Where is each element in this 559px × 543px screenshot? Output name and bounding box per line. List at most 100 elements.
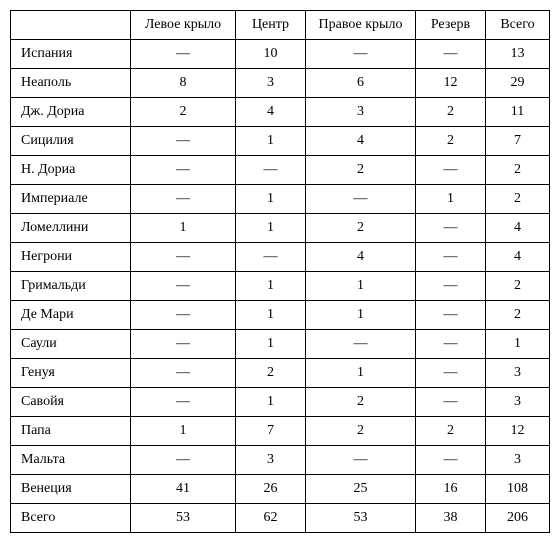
cell-value: 41 (131, 475, 236, 504)
cell-value: 1 (131, 214, 236, 243)
cell-value: — (416, 359, 486, 388)
cell-value: 53 (131, 504, 236, 533)
cell-value: 7 (486, 127, 550, 156)
cell-value: 2 (486, 301, 550, 330)
cell-value: 8 (131, 69, 236, 98)
table-row: Неаполь8361229 (11, 69, 550, 98)
cell-value: — (306, 185, 416, 214)
cell-value: 1 (131, 417, 236, 446)
cell-value: 1 (236, 388, 306, 417)
row-label: Н. Дориа (11, 156, 131, 185)
cell-value: — (131, 272, 236, 301)
cell-value: 6 (306, 69, 416, 98)
row-label: Неаполь (11, 69, 131, 98)
cell-value: 1 (416, 185, 486, 214)
cell-value: 12 (486, 417, 550, 446)
cell-value: — (131, 127, 236, 156)
cell-value: 7 (236, 417, 306, 446)
row-label: Дж. Дориа (11, 98, 131, 127)
cell-value: 2 (486, 156, 550, 185)
cell-value: — (416, 388, 486, 417)
col-header-total: Всего (486, 11, 550, 40)
table-row: Негрони——4—4 (11, 243, 550, 272)
cell-value: — (131, 359, 236, 388)
row-label: Гримальди (11, 272, 131, 301)
cell-value: 11 (486, 98, 550, 127)
cell-value: 38 (416, 504, 486, 533)
cell-value: — (131, 156, 236, 185)
table-row: Н. Дориа——2—2 (11, 156, 550, 185)
cell-value: — (236, 156, 306, 185)
cell-value: 1 (236, 301, 306, 330)
col-header-right-wing: Правое крыло (306, 11, 416, 40)
cell-value: 53 (306, 504, 416, 533)
table-body: Испания—10——13Неаполь8361229Дж. Дориа243… (11, 40, 550, 533)
cell-value: 3 (486, 446, 550, 475)
cell-value: 2 (416, 127, 486, 156)
cell-value: 1 (236, 127, 306, 156)
data-table: Левое крыло Центр Правое крыло Резерв Вс… (10, 10, 550, 533)
cell-value: — (416, 446, 486, 475)
row-label: Ломеллини (11, 214, 131, 243)
table-row: Империале—1—12 (11, 185, 550, 214)
cell-value: 1 (236, 214, 306, 243)
row-label: Де Мари (11, 301, 131, 330)
table-row: Ломеллини112—4 (11, 214, 550, 243)
table-row: Мальта—3——3 (11, 446, 550, 475)
cell-value: — (416, 156, 486, 185)
row-label: Негрони (11, 243, 131, 272)
table-row: Де Мари—11—2 (11, 301, 550, 330)
table-row: Венеция41262516108 (11, 475, 550, 504)
cell-value: 16 (416, 475, 486, 504)
cell-value: 2 (306, 388, 416, 417)
table-row: Испания—10——13 (11, 40, 550, 69)
cell-value: — (131, 185, 236, 214)
cell-value: 26 (236, 475, 306, 504)
cell-value: — (131, 330, 236, 359)
table-row: Савойя—12—3 (11, 388, 550, 417)
cell-value: 1 (306, 272, 416, 301)
cell-value: 4 (306, 243, 416, 272)
cell-value: — (416, 214, 486, 243)
cell-value: 1 (236, 272, 306, 301)
cell-value: 2 (486, 272, 550, 301)
row-label: Сицилия (11, 127, 131, 156)
cell-value: 13 (486, 40, 550, 69)
col-header-reserve: Резерв (416, 11, 486, 40)
table-row: Гримальди—11—2 (11, 272, 550, 301)
cell-value: — (306, 330, 416, 359)
table-row: Папа172212 (11, 417, 550, 446)
col-header-blank (11, 11, 131, 40)
cell-value: 2 (416, 98, 486, 127)
table-row: Дж. Дориа243211 (11, 98, 550, 127)
table-row: Всего53625338206 (11, 504, 550, 533)
cell-value: 1 (306, 359, 416, 388)
row-label: Испания (11, 40, 131, 69)
cell-value: — (131, 40, 236, 69)
row-label: Всего (11, 504, 131, 533)
cell-value: 2 (306, 156, 416, 185)
row-label: Папа (11, 417, 131, 446)
cell-value: 1 (306, 301, 416, 330)
table-row: Сицилия—1427 (11, 127, 550, 156)
cell-value: 29 (486, 69, 550, 98)
row-label: Саули (11, 330, 131, 359)
cell-value: — (416, 40, 486, 69)
cell-value: 25 (306, 475, 416, 504)
cell-value: 2 (306, 417, 416, 446)
cell-value: 2 (131, 98, 236, 127)
cell-value: 4 (236, 98, 306, 127)
cell-value: — (306, 446, 416, 475)
row-label: Мальта (11, 446, 131, 475)
cell-value: — (416, 243, 486, 272)
cell-value: 3 (306, 98, 416, 127)
row-label: Венеция (11, 475, 131, 504)
cell-value: 4 (306, 127, 416, 156)
cell-value: 62 (236, 504, 306, 533)
table-row: Саули—1——1 (11, 330, 550, 359)
cell-value: — (416, 330, 486, 359)
col-header-center: Центр (236, 11, 306, 40)
cell-value: — (416, 272, 486, 301)
cell-value: 2 (306, 214, 416, 243)
cell-value: 12 (416, 69, 486, 98)
